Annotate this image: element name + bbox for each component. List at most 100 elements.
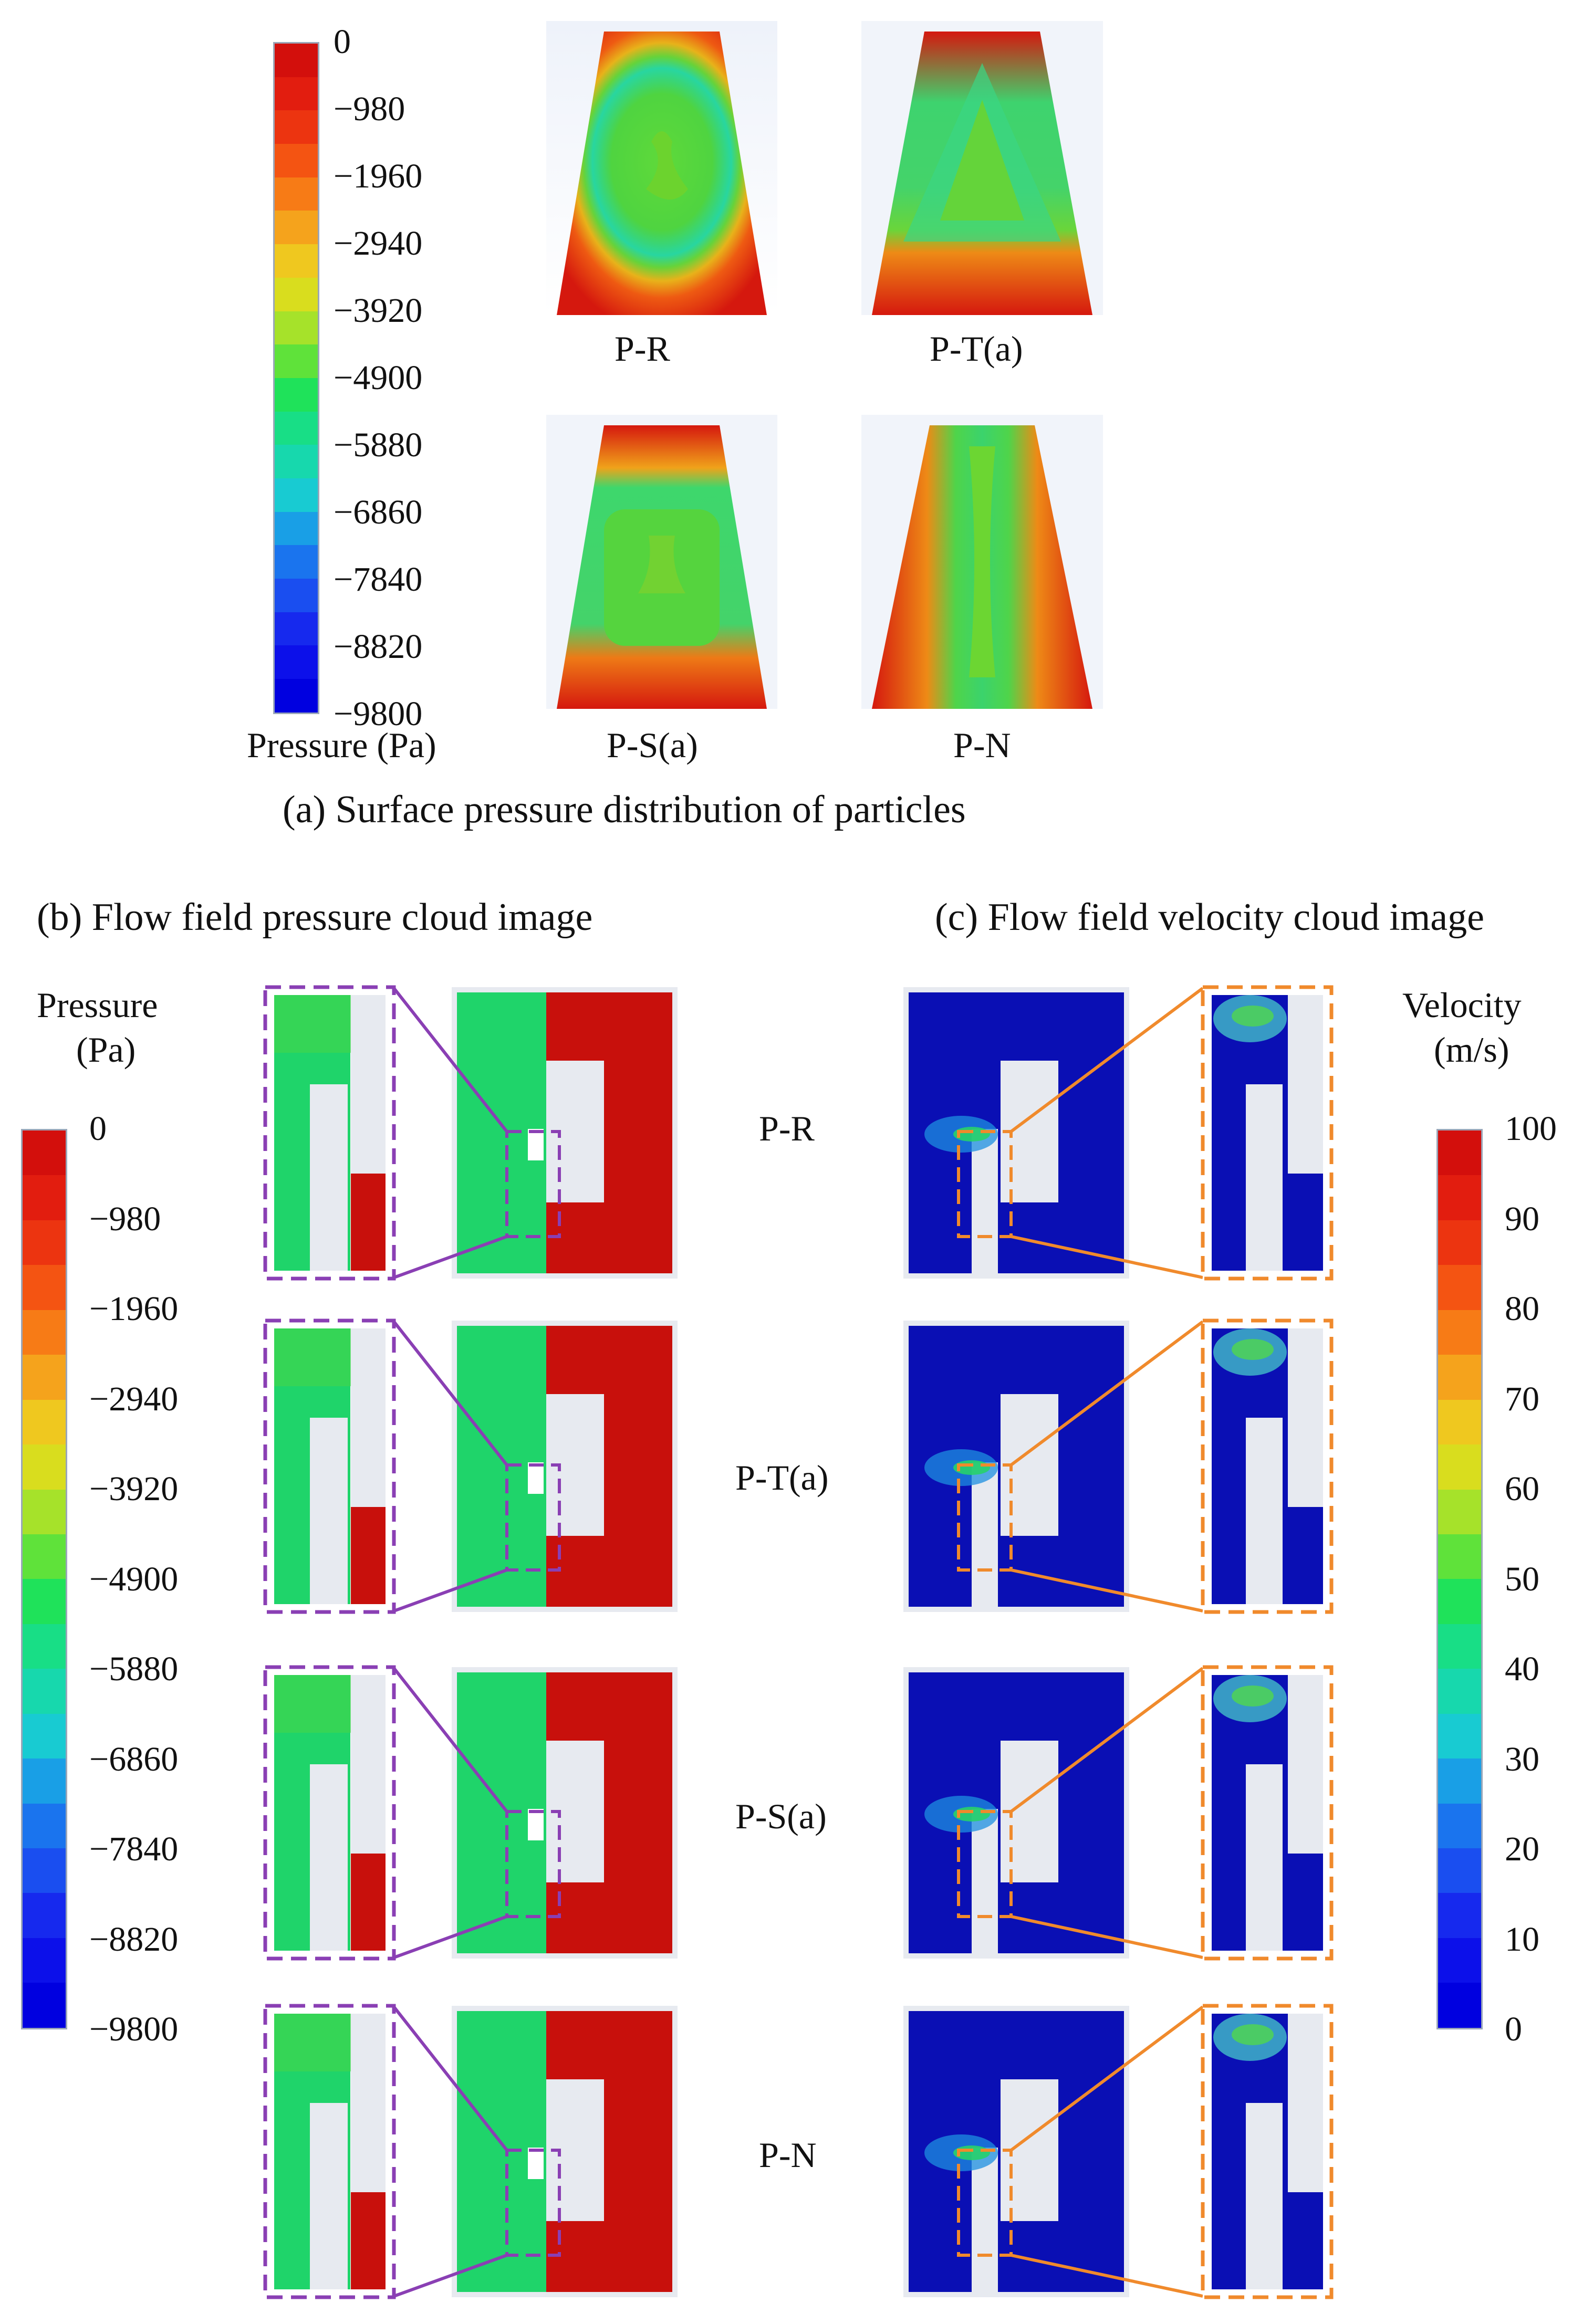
colorbar-tick-label: −8820 [334, 627, 423, 666]
colorbar-band [1438, 1983, 1481, 2028]
pressure-colorbar-bottom-label-1: Pressure [37, 985, 158, 1025]
pressure-field-notch [528, 1129, 544, 1160]
colorbar-band [23, 1669, 66, 1714]
velocity-zoom-wall [1246, 1764, 1283, 1951]
colorbar-tick-label: −5880 [334, 426, 423, 464]
colorbar-tick-label: −3920 [334, 291, 423, 330]
pressure-zoom-connector-top [392, 987, 508, 1133]
colorbar-band [1438, 1444, 1481, 1490]
colorbar-tick-label: 0 [334, 23, 351, 61]
row-label-p-n: P-N [759, 2135, 817, 2175]
particle-surface-p-t [861, 21, 1103, 315]
colorbar-band [275, 344, 318, 378]
colorbar-band [275, 445, 318, 478]
colorbar-band [1438, 1713, 1481, 1759]
velocity-colorbar-label-2: (m/s) [1434, 1030, 1509, 1070]
colorbar-tick-label: 90 [1505, 1199, 1539, 1238]
colorbar-tick-label: −6860 [334, 493, 423, 531]
colorbar-band [23, 1938, 66, 1983]
colorbar-tick-label: −9800 [89, 2010, 179, 2048]
velocity-zoom-connector-top [1010, 2005, 1204, 2152]
colorbar-band [23, 1489, 66, 1534]
colorbar-band [275, 77, 318, 111]
colorbar-band [23, 1983, 66, 2028]
colorbar-tick-label: 0 [1505, 2010, 1522, 2048]
velocity-zoom-vortex-core [1232, 2024, 1274, 2045]
colorbar-tick-label: 100 [1505, 1109, 1557, 1148]
pressure-zoom-connector-bottom [393, 1235, 508, 1279]
colorbar-tick-label: 60 [1505, 1470, 1539, 1508]
pressure-field-notch [528, 1462, 544, 1494]
colorbar-band [23, 1534, 66, 1579]
velocity-field-zoom-marker [957, 1463, 1013, 1572]
colorbar-band [1438, 1399, 1481, 1445]
colorbar-tick-label: 40 [1505, 1650, 1539, 1688]
velocity-zoom-vortex-core [1232, 1686, 1274, 1707]
velocity-zoom-connector-bottom [1011, 1568, 1203, 1613]
velocity-field-gap [972, 1326, 998, 1462]
colorbar-band [1438, 1220, 1481, 1265]
velocity-zoom-gap [1288, 1328, 1323, 1507]
velocity-colorbar-label-1: Velocity [1402, 985, 1522, 1025]
colorbar-band [23, 1444, 66, 1490]
colorbar-tick-label: 10 [1505, 1920, 1539, 1959]
pressure-zoom-highlight [274, 995, 353, 1053]
velocity-zoom-wall [1246, 1418, 1283, 1604]
pressure-zoom-connector-top [392, 1321, 508, 1466]
colorbar-tick-label: −2940 [334, 224, 423, 263]
colorbar-band [23, 1265, 66, 1310]
particle-label-p-r: P-R [615, 329, 670, 369]
pressure-colorbar-top-label: Pressure (Pa) [247, 725, 436, 765]
pressure-zoom-wall [310, 1084, 348, 1271]
pressure-field-block [541, 1741, 604, 1882]
velocity-zoom-connector-bottom [1011, 1235, 1203, 1279]
colorbar-band [1438, 1893, 1481, 1938]
flow-field-row [263, 985, 1334, 1281]
pressure-zoom-connector-bottom [393, 1915, 508, 1959]
colorbar-band [23, 1310, 66, 1355]
velocity-field-zoom-marker [957, 1130, 1013, 1238]
colorbar-band [1438, 1265, 1481, 1310]
colorbar-band [275, 244, 318, 278]
velocity-field-zoom-marker [957, 2149, 1013, 2257]
colorbar-band [275, 545, 318, 579]
colorbar-tick-label: 30 [1505, 1740, 1539, 1778]
flow-field-row [263, 1665, 1334, 1961]
pressure-zoom-highlight [274, 2014, 353, 2071]
colorbar-band [23, 1220, 66, 1265]
pressure-zoom-wall [310, 1418, 348, 1604]
caption-c: (c) Flow field velocity cloud image [935, 896, 1484, 939]
pressure-zoom-red [351, 2192, 386, 2289]
velocity-zoom-gap [1288, 995, 1323, 1174]
pressure-zoom-connector-top [392, 1667, 508, 1813]
colorbar-tick-label: −7840 [334, 560, 423, 599]
pressure-field-notch [528, 2148, 544, 2179]
particle-label-p-n: P-N [953, 725, 1011, 765]
velocity-zoom-connector-top [1010, 987, 1204, 1133]
velocity-field-gap [972, 1672, 998, 1809]
caption-a: (a) Surface pressure distribution of par… [283, 788, 966, 831]
pressure-zoom-highlight [274, 1328, 353, 1386]
colorbar-tick-label: 50 [1505, 1559, 1539, 1598]
colorbar-tick-label: 0 [89, 1109, 107, 1148]
colorbar-tick-label: −1960 [89, 1290, 179, 1328]
colorbar-band [275, 211, 318, 245]
particle-surface-p-n [861, 415, 1103, 709]
colorbar-tick-label: −9800 [334, 695, 423, 733]
velocity-field-gap [972, 2011, 998, 2148]
colorbar-tick-label: −980 [334, 90, 405, 128]
colorbar-band [275, 277, 318, 311]
colorbar-band [1438, 1489, 1481, 1534]
velocity-zoom-wall [1246, 2103, 1283, 2289]
velocity-zoom-vortex-core [1232, 1339, 1274, 1360]
velocity-field-zoom-marker [957, 1810, 1013, 1918]
colorbar-band [275, 311, 318, 345]
colorbar-tick-label: −4900 [89, 1559, 179, 1598]
pressure-colorbar-top [273, 42, 319, 714]
colorbar-tick-label: 80 [1505, 1290, 1539, 1328]
pressure-zoom-wall [310, 2103, 348, 2289]
pressure-field-zoom-marker [505, 1810, 561, 1918]
colorbar-band [275, 177, 318, 211]
flow-field-row [263, 2004, 1334, 2299]
colorbar-band [23, 1355, 66, 1400]
